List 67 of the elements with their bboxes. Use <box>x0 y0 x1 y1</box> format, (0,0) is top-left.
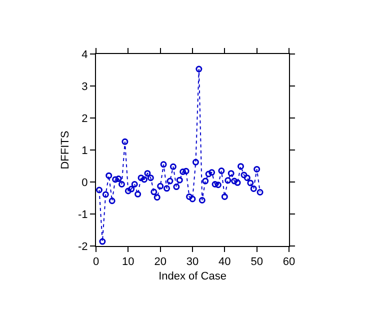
point <box>212 180 218 188</box>
point <box>173 184 180 190</box>
point <box>208 169 216 176</box>
y-tick-label: 0 <box>82 176 88 189</box>
point <box>108 198 116 204</box>
x-tick-label: 20 <box>154 256 166 268</box>
point <box>192 158 199 166</box>
point <box>138 174 144 182</box>
point <box>214 182 222 188</box>
point <box>218 168 225 174</box>
point <box>102 191 109 198</box>
point <box>106 172 112 179</box>
point <box>122 138 128 145</box>
point <box>150 188 158 196</box>
point <box>254 166 260 172</box>
point <box>256 188 264 196</box>
x-tick-label: 0 <box>92 256 100 268</box>
point <box>182 168 190 174</box>
point <box>134 190 142 198</box>
point <box>189 196 196 202</box>
point <box>99 238 106 245</box>
x-tick-label: 60 <box>282 256 296 268</box>
y-tick-label: 1 <box>82 144 88 157</box>
x-tick-label: 40 <box>218 256 231 268</box>
point <box>221 193 228 200</box>
y-tick-label: -2 <box>78 240 88 253</box>
point <box>186 193 193 200</box>
point <box>141 176 148 183</box>
y-tick-label: -1 <box>78 208 88 221</box>
x-tick-label: 30 <box>186 256 199 268</box>
point <box>118 180 125 188</box>
point <box>96 186 102 194</box>
point <box>166 178 174 184</box>
point <box>224 177 232 184</box>
point <box>240 172 248 178</box>
point <box>147 174 154 182</box>
y-tick-label: 4 <box>82 48 88 61</box>
point <box>244 174 250 182</box>
point <box>128 186 135 192</box>
point <box>205 170 212 178</box>
point <box>238 163 244 170</box>
point <box>228 170 234 177</box>
point <box>231 178 238 184</box>
point <box>144 170 151 177</box>
x-tick-label: 10 <box>122 256 134 268</box>
point <box>202 178 209 184</box>
point <box>112 176 119 183</box>
point <box>164 185 170 192</box>
x-axis-title: Index of Case <box>158 270 226 282</box>
point <box>250 185 257 192</box>
y-tick-label: 3 <box>82 80 88 93</box>
point <box>180 168 186 176</box>
point <box>160 161 167 168</box>
point <box>154 194 160 201</box>
point <box>124 188 132 194</box>
point <box>170 163 176 170</box>
point <box>196 66 202 72</box>
point <box>234 179 241 186</box>
x-tick-label: 50 <box>250 256 263 268</box>
point <box>157 182 164 190</box>
point <box>176 176 183 184</box>
point <box>115 176 122 182</box>
y-tick-label: 2 <box>82 112 88 125</box>
point <box>198 196 206 204</box>
point <box>131 180 138 188</box>
y-axis-title: DFFITS <box>60 130 72 170</box>
point <box>247 180 254 186</box>
